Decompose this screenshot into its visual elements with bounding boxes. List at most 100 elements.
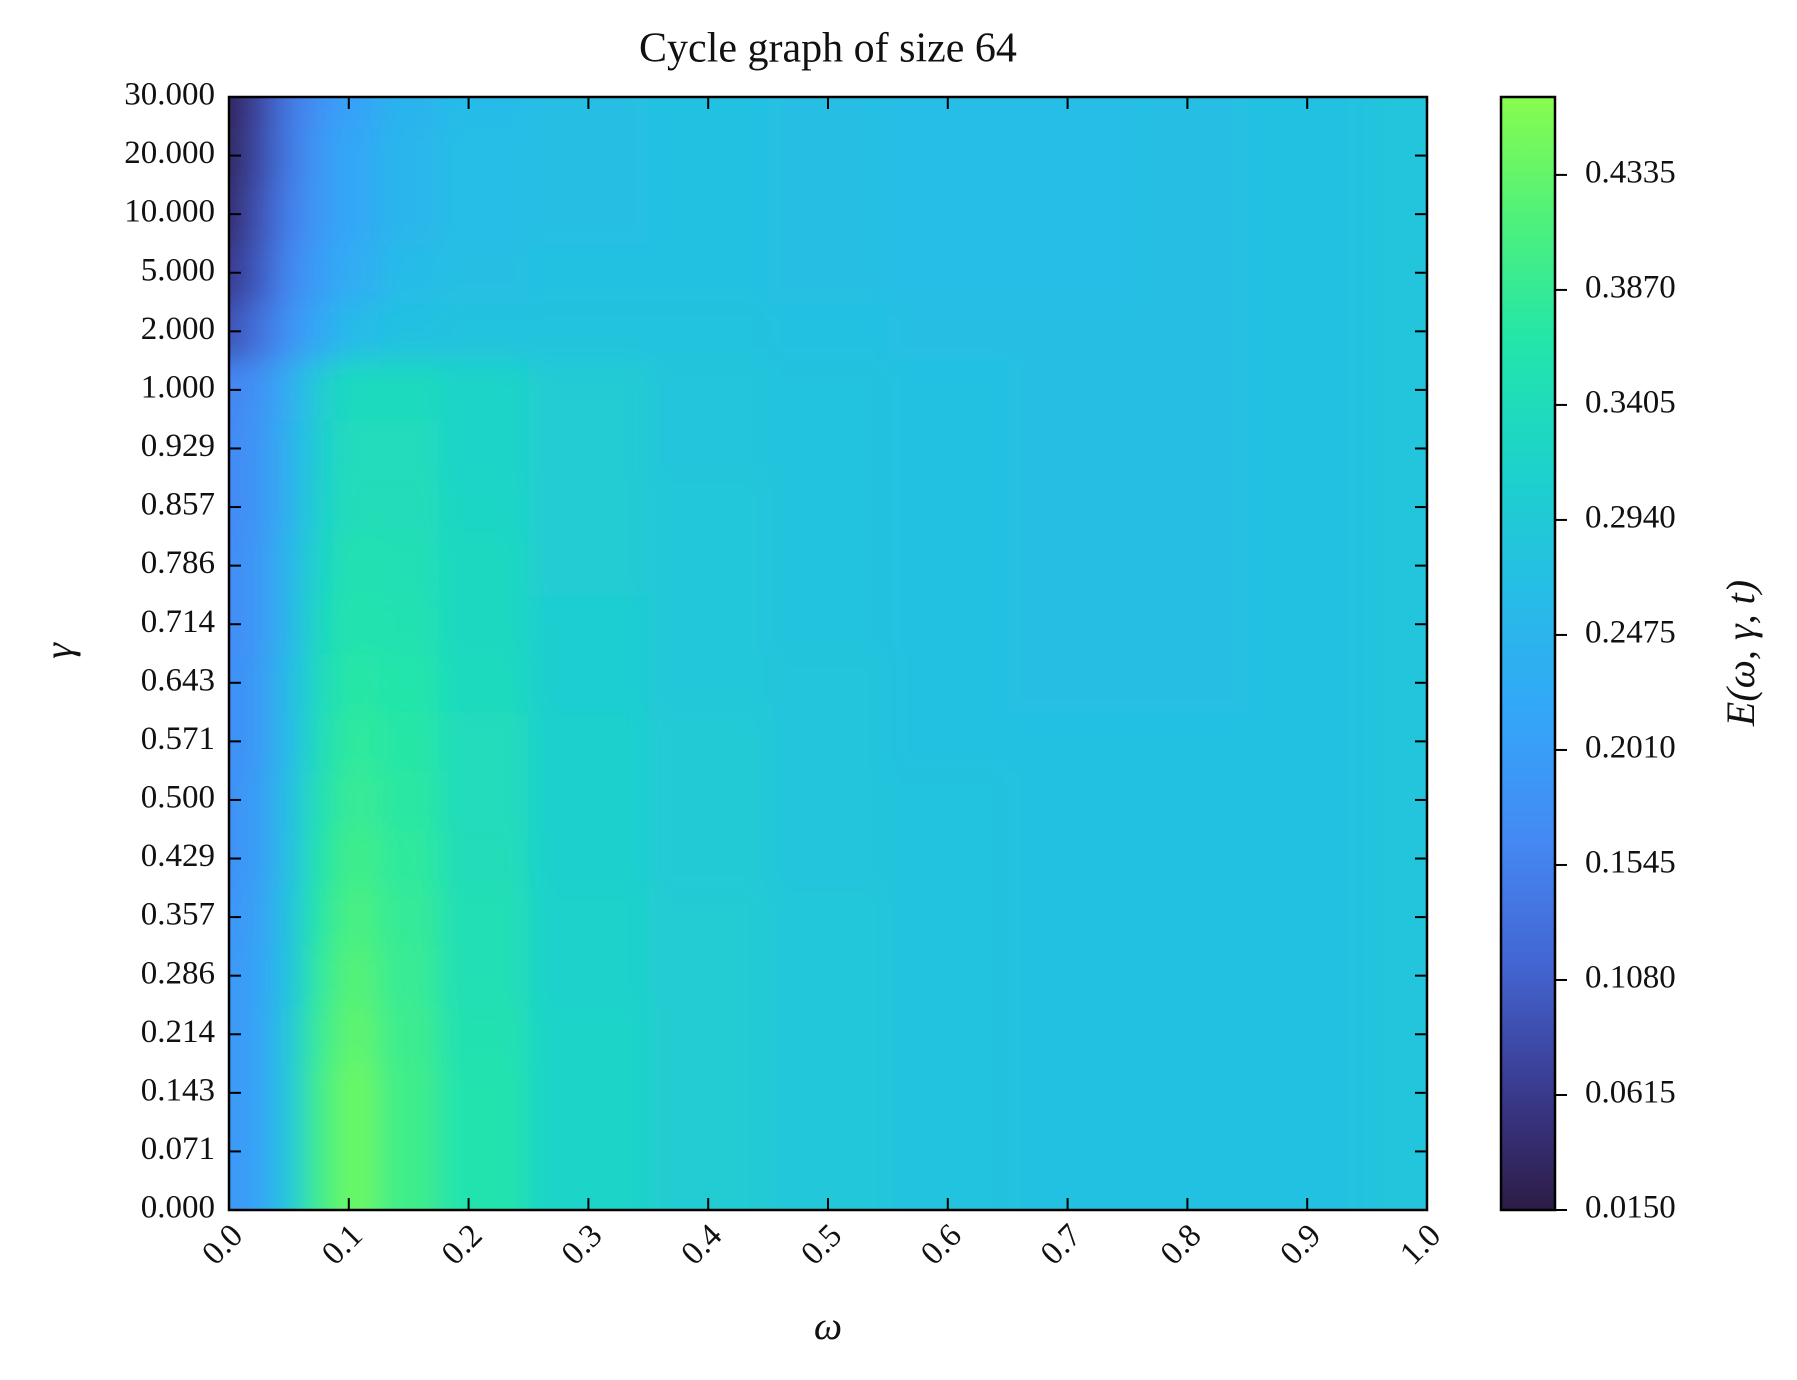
heatmap-cell — [243, 1063, 275, 1123]
y-tick-label: 0.071 — [141, 1131, 215, 1167]
heatmap-cell — [303, 477, 335, 537]
heatmap-cell — [273, 419, 305, 479]
heatmap-cell — [333, 770, 380, 830]
heatmap-cell — [528, 419, 649, 479]
heatmap-cell — [243, 419, 275, 479]
heatmap-cell — [648, 712, 769, 772]
heatmap-cell — [438, 712, 529, 772]
y-tick-label: 0.714 — [141, 604, 215, 640]
heatmap-cell — [243, 770, 275, 830]
heatmap-cell — [243, 946, 275, 1006]
heatmap-cell — [1127, 536, 1248, 596]
heatmap-cell — [1127, 184, 1248, 244]
colorbar-label: E(ω, γ, t) — [1718, 580, 1763, 727]
heatmap-cell — [768, 594, 889, 654]
heatmap-cell — [1247, 536, 1368, 596]
heatmap-cell — [1127, 243, 1248, 303]
heatmap-cell — [243, 653, 275, 713]
heatmap-cell — [648, 536, 769, 596]
colorbar-tick-label: 0.0615 — [1585, 1075, 1676, 1111]
heatmap-cell — [378, 126, 440, 186]
heatmap-cell — [528, 302, 649, 362]
heatmap-cell — [378, 712, 440, 772]
heatmap-cell — [648, 243, 769, 303]
heatmap-cell — [1247, 1122, 1368, 1182]
heatmap-cell — [1007, 887, 1128, 947]
heatmap-cell — [648, 360, 769, 420]
heatmap-cell — [1127, 1122, 1248, 1182]
heatmap-cell — [768, 653, 889, 713]
y-axis-label: γ — [36, 642, 81, 659]
heatmap-cell — [378, 1063, 440, 1123]
y-tick-label: 0.857 — [141, 487, 215, 523]
heatmap-cell — [1007, 477, 1128, 537]
heatmap-cell — [648, 887, 769, 947]
heatmap-cell — [887, 477, 1009, 537]
heatmap-cell — [333, 946, 380, 1006]
heatmap-cell — [1007, 770, 1128, 830]
heatmap-cell — [333, 360, 380, 420]
heatmap-cell — [648, 1063, 769, 1123]
heatmap-cell — [768, 1063, 889, 1123]
heatmap-cell — [333, 653, 380, 713]
heatmap-cell — [528, 887, 649, 947]
y-tick-label: 1.000 — [141, 369, 215, 405]
heatmap-cell — [528, 594, 649, 654]
heatmap-cell — [887, 419, 1009, 479]
x-tick-label: 0.3 — [555, 1218, 610, 1273]
heatmap-cell — [273, 477, 305, 537]
heatmap-cell — [1367, 1180, 1427, 1210]
heatmap-cell — [273, 1063, 305, 1123]
x-tick-label: 0.0 — [195, 1218, 250, 1273]
heatmap-cell — [1247, 594, 1368, 654]
heatmap-cell — [1247, 419, 1368, 479]
colorbar-tick-label: 0.3405 — [1585, 385, 1676, 421]
y-tick-label: 0.000 — [141, 1190, 215, 1226]
heatmap-cell — [273, 97, 305, 127]
heatmap-cell — [273, 360, 305, 420]
heatmap-cell — [768, 360, 889, 420]
heatmap-cell — [378, 477, 440, 537]
heatmap-cell — [229, 1180, 245, 1210]
heatmap-cell — [887, 712, 1009, 772]
heatmap-cell — [528, 243, 649, 303]
heatmap-cell — [243, 1180, 275, 1210]
heatmap-cell — [378, 1004, 440, 1065]
heatmap-cell — [378, 419, 440, 479]
heatmap-cell — [243, 594, 275, 654]
heatmap-cell — [528, 1063, 649, 1123]
heatmap-cell — [243, 887, 275, 947]
heatmap-cell — [648, 829, 769, 889]
heatmap-cell — [887, 126, 1009, 186]
heatmap-cell — [438, 419, 529, 479]
heatmap-cell — [303, 712, 335, 772]
heatmap-cell — [303, 829, 335, 889]
heatmap-cell — [303, 419, 335, 479]
colorbar-tick-label: 0.2475 — [1585, 615, 1676, 651]
heatmap-cell — [1127, 887, 1248, 947]
heatmap-cell — [243, 536, 275, 596]
heatmap-cell — [768, 184, 889, 244]
heatmap-cell — [333, 887, 380, 947]
heatmap-cell — [1007, 184, 1128, 244]
heatmap-cell — [333, 1180, 380, 1210]
heatmap-cell — [648, 770, 769, 830]
heatmap-cell — [378, 946, 440, 1006]
heatmap-cell — [1007, 126, 1128, 186]
heatmap-cell — [1007, 302, 1128, 362]
heatmap-cell — [273, 536, 305, 596]
heatmap-cell — [768, 1122, 889, 1182]
x-tick-label: 0.5 — [794, 1218, 849, 1273]
heatmap-cell — [1127, 594, 1248, 654]
heatmap-cell — [1247, 243, 1368, 303]
heatmap-cell — [1007, 946, 1128, 1006]
heatmap-cell — [1007, 594, 1128, 654]
heatmap-cell — [648, 184, 769, 244]
heatmap-cell — [887, 302, 1009, 362]
heatmap-cell — [243, 97, 275, 127]
heatmap-cell — [1007, 1004, 1128, 1065]
heatmap-cell — [438, 1122, 529, 1182]
heatmap-cell — [528, 712, 649, 772]
heatmap-cell — [243, 126, 275, 186]
heatmap-cell — [1007, 536, 1128, 596]
